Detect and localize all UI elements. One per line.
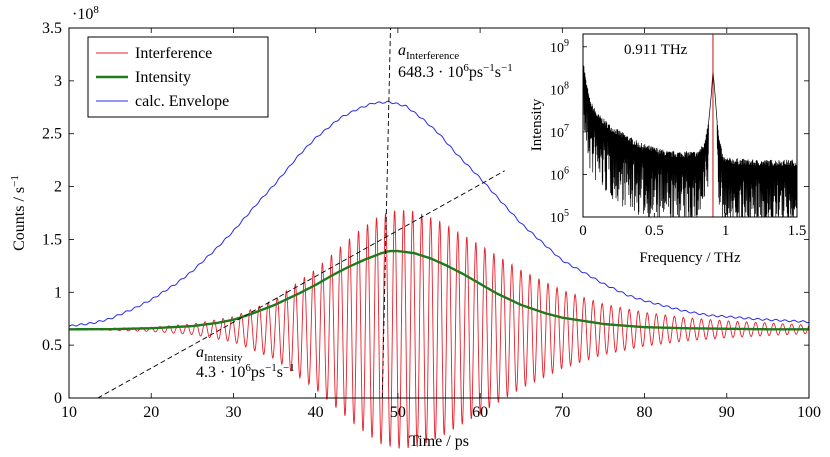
x-tick-label: 50 (390, 404, 406, 421)
main-y-ticks: 0 0.5 1 1.5 2 2.5 3 3.5 (42, 20, 809, 407)
inset-y-tick-label: 106 (550, 165, 569, 183)
main-annotation-lines (97, 27, 505, 399)
inset-chart: 0 0.5 1 1.5 105 106 107 108 109 0.911 THz Frequ… (529, 33, 806, 266)
inset-y-axis-label: Intensity (529, 98, 545, 151)
x-tick-label: 100 (797, 404, 821, 421)
inset-x-axis-label: Frequency / THz (639, 250, 741, 266)
y-tick-label: 1.5 (42, 231, 62, 248)
inset-x-tick-label: 1 (722, 223, 730, 239)
inset-spectrum-line (582, 63, 798, 218)
inset-peak-label: 0.911 THz (624, 42, 688, 58)
inset-x-tick-label: 0 (579, 223, 587, 239)
x-tick-label: 80 (637, 404, 653, 421)
y-tick-label: 2 (54, 179, 62, 196)
x-axis-label: Time / ps (409, 433, 469, 450)
inset-x-tick-label: 0.5 (645, 223, 664, 239)
x-tick-label: 90 (719, 404, 735, 421)
annotation-line-intensity_slope (97, 170, 505, 399)
y-tick-label: 2.5 (42, 126, 62, 143)
x-tick-label: 10 (61, 404, 77, 421)
inset-y-ticks: 105 106 107 108 109 (550, 38, 587, 226)
x-tick-label: 70 (554, 404, 570, 421)
y-tick-label: 0 (54, 390, 62, 407)
inset-y-tick-label: 105 (550, 208, 569, 226)
inset-x-ticks: 0 0.5 1 1.5 (579, 213, 806, 239)
y-tick-label: 3.5 (42, 20, 62, 37)
inset-y-tick-label: 109 (550, 38, 569, 56)
y-tick-label: 1 (54, 284, 62, 301)
main-series-layer (68, 100, 810, 449)
inset-series-layer (582, 34, 798, 218)
annotation-intensity-label: aIntensity (196, 344, 243, 364)
x-tick-label: 30 (225, 404, 241, 421)
inset-y-tick-label: 108 (550, 80, 569, 98)
legend-label-envelope: calc. Envelope (135, 93, 229, 110)
legend-label-interference: Interference (135, 45, 212, 62)
annotation-interference-value: 648.3 · 106ps−1s−1 (398, 62, 513, 81)
main-plot-frame (68, 27, 810, 399)
y-multiplier: ·108 (72, 4, 99, 23)
y-tick-label: 0.5 (42, 337, 62, 354)
legend: Interference Intensity calc. Envelope (87, 36, 269, 118)
series-envelope-line (68, 100, 810, 327)
main-x-ticks: 10 20 30 40 50 60 70 80 90 100 (61, 28, 821, 421)
series-intensity-line (68, 249, 809, 331)
annotation-intensity-value: 4.3 · 106ps−1s−1 (196, 362, 295, 381)
inset-plot-frame (582, 33, 798, 218)
y-tick-label: 3 (54, 73, 62, 90)
inset-x-tick-label: 1.5 (788, 223, 807, 239)
inset-peak-label-bg (621, 39, 711, 59)
inset-y-tick-label: 107 (550, 123, 569, 141)
x-tick-label: 20 (143, 404, 159, 421)
y-axis-label: Counts / s−1 (9, 175, 28, 251)
annotation-line-interference_slope (381, 27, 391, 399)
x-tick-label: 40 (308, 404, 324, 421)
x-tick-label: 60 (472, 404, 488, 421)
legend-label-intensity: Intensity (135, 69, 191, 86)
annotation-interference-label: aInterference (398, 42, 459, 62)
main-chart: 10 20 30 40 50 60 70 80 90 100 00.511.522.533.5 ·… (9, 4, 821, 450)
